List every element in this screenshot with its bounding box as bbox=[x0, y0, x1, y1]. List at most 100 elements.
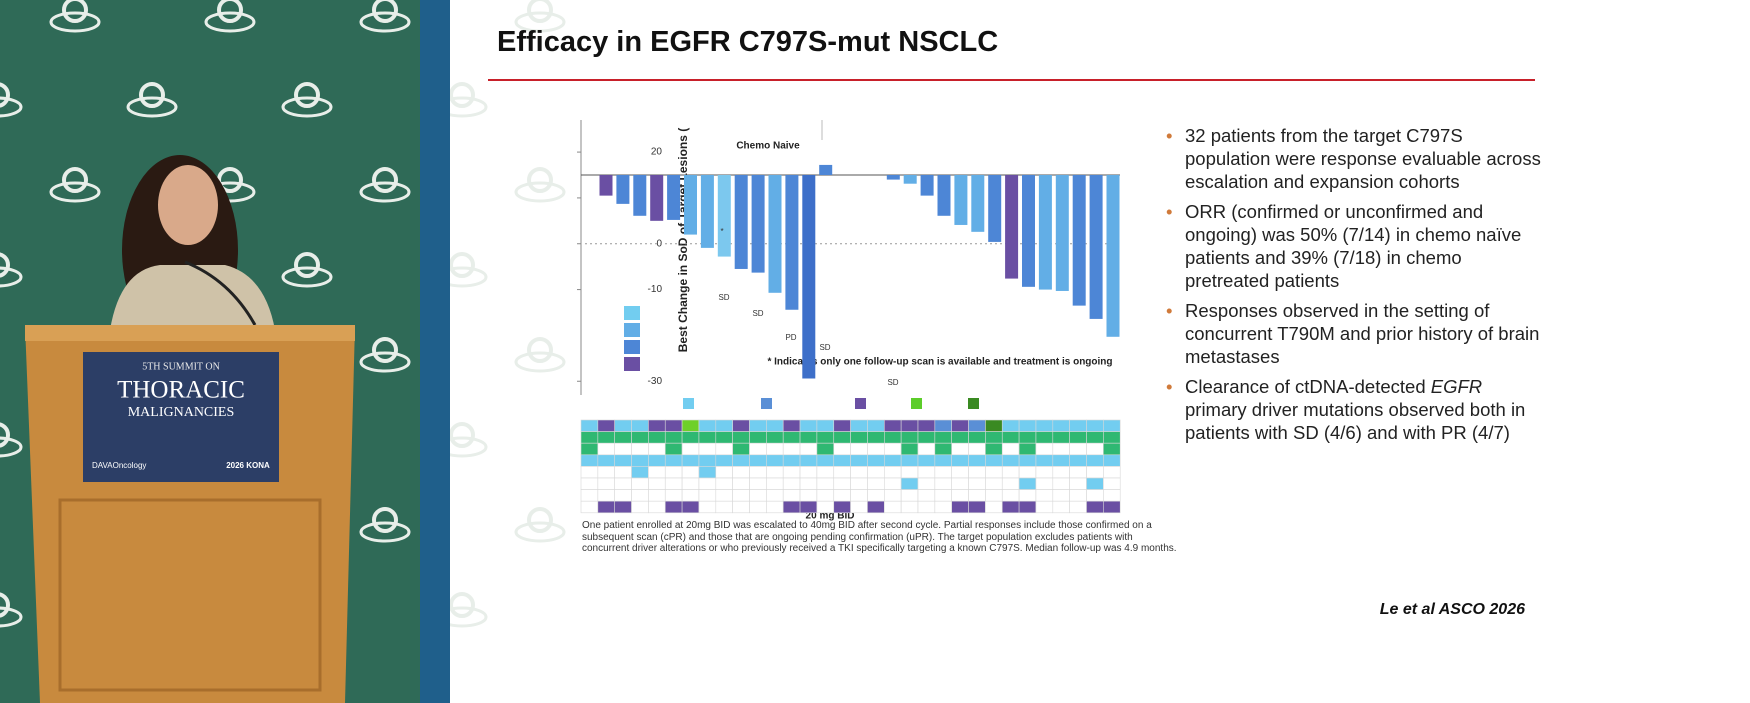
heatmap-cell bbox=[580, 442, 599, 456]
bar bbox=[1106, 175, 1120, 337]
heatmap-cell bbox=[850, 466, 868, 479]
heatmap-cell bbox=[934, 442, 952, 456]
heatmap-cell bbox=[698, 477, 717, 490]
heatmap-cell bbox=[664, 489, 683, 502]
bar bbox=[633, 175, 647, 216]
heatmap-cell bbox=[1035, 454, 1054, 467]
heatmap-cell bbox=[917, 500, 936, 514]
heatmap-cell bbox=[732, 442, 750, 456]
bar bbox=[1005, 175, 1019, 279]
heatmap-cell bbox=[1069, 500, 1087, 514]
heatmap-cell bbox=[1086, 454, 1104, 467]
heatmap-cell bbox=[816, 500, 835, 514]
heatmap-cell bbox=[968, 466, 986, 479]
heatmap-cell bbox=[1052, 442, 1070, 456]
heatmap-cell bbox=[1069, 466, 1087, 479]
logo-mark bbox=[527, 0, 553, 23]
heatmap-cell bbox=[597, 442, 615, 456]
heatmap-cell bbox=[1052, 419, 1070, 432]
sign-text: MALIGNANCIES bbox=[128, 405, 235, 420]
bar bbox=[937, 175, 951, 216]
heatmap-cell bbox=[681, 419, 700, 432]
heatmap-cell bbox=[1001, 466, 1020, 479]
heatmap-cell bbox=[917, 454, 936, 467]
logo-mark bbox=[449, 422, 475, 448]
legend-swatch bbox=[624, 357, 640, 371]
heatmap-cell bbox=[883, 431, 902, 444]
heatmap-cell bbox=[648, 419, 666, 432]
heatmap-cell bbox=[867, 454, 885, 467]
heatmap-cell bbox=[934, 477, 952, 490]
heatmap-cell bbox=[1035, 489, 1054, 502]
heatmap-cell bbox=[900, 489, 919, 502]
heatmap-cell bbox=[968, 489, 986, 502]
heatmap-cell bbox=[968, 477, 986, 490]
heatmap-cell bbox=[749, 419, 767, 432]
logo-mark bbox=[49, 11, 101, 33]
heatmap-cell bbox=[1103, 489, 1121, 502]
marker bbox=[968, 398, 979, 409]
logo-mark bbox=[294, 252, 320, 278]
heatmap-cell bbox=[681, 442, 700, 456]
heatmap-cell bbox=[799, 431, 818, 444]
heatmap-cell bbox=[766, 454, 784, 467]
bullet-list: 32 patients from the target C797S popula… bbox=[1166, 124, 1541, 451]
logo-mark bbox=[217, 0, 243, 23]
logo-mark bbox=[0, 436, 23, 458]
heatmap-cell bbox=[1018, 500, 1037, 514]
heatmap-cell bbox=[614, 466, 632, 479]
heatmap-cell bbox=[681, 489, 700, 502]
bar bbox=[1055, 175, 1069, 291]
heatmap-cell bbox=[1086, 442, 1104, 456]
podium-top bbox=[25, 325, 355, 341]
heatmap-cell bbox=[900, 431, 919, 444]
heatmap-cell bbox=[1001, 500, 1020, 514]
heatmap-cell bbox=[900, 477, 919, 490]
heatmap-cell bbox=[833, 466, 851, 479]
heatmap-cell bbox=[985, 431, 1003, 444]
heatmap-cell bbox=[782, 466, 801, 479]
heatmap-cell bbox=[614, 477, 632, 490]
logo-mark bbox=[294, 82, 320, 108]
legend-swatch bbox=[624, 306, 640, 320]
heatmap-cell bbox=[715, 454, 733, 467]
heatmap-cell bbox=[867, 419, 885, 432]
heatmap-cell bbox=[664, 431, 683, 444]
heatmap-cell bbox=[766, 466, 784, 479]
heatmap-cell bbox=[816, 477, 835, 490]
heatmap-cell bbox=[900, 466, 919, 479]
heatmap-cell bbox=[968, 500, 986, 514]
logo-mark bbox=[372, 337, 398, 363]
bullet: Clearance of ctDNA-detected EGFR primary… bbox=[1166, 375, 1541, 444]
heatmap-cell bbox=[799, 466, 818, 479]
heatmap-cell bbox=[631, 431, 649, 444]
bullet-text: Responses observed in the setting of con… bbox=[1185, 300, 1540, 367]
annotation: SD bbox=[887, 378, 898, 387]
y-tick-label: -10 bbox=[648, 284, 663, 295]
heatmap-cell bbox=[985, 500, 1003, 514]
heatmap-cell bbox=[833, 419, 851, 432]
sign-text: THORACIC bbox=[117, 377, 245, 404]
heatmap-cell bbox=[1052, 454, 1070, 467]
slide-title: Efficacy in EGFR C797S-mut NSCLC bbox=[497, 26, 999, 58]
heatmap-cell bbox=[934, 419, 952, 432]
x-axis-label: 20 mg BID bbox=[806, 511, 855, 522]
bullet-text: Clearance of ctDNA-detected bbox=[1185, 376, 1431, 397]
heatmap-cell bbox=[985, 477, 1003, 490]
heatmap-cell bbox=[816, 489, 835, 502]
heatmap-cell bbox=[1086, 466, 1104, 479]
heatmap-cell bbox=[597, 419, 615, 432]
heatmap-cell bbox=[698, 454, 717, 467]
bar bbox=[599, 175, 613, 196]
heatmap-cell bbox=[867, 431, 885, 444]
heatmap-cell bbox=[1001, 489, 1020, 502]
heatmap-cell bbox=[614, 431, 632, 444]
bar bbox=[920, 175, 934, 196]
caption: One patient enrolled at 20mg BID was esc… bbox=[582, 520, 1177, 554]
logo-mark bbox=[0, 422, 10, 448]
logo-mark bbox=[372, 507, 398, 533]
heatmap-cell bbox=[985, 419, 1003, 432]
bar bbox=[650, 175, 664, 221]
heatmap-cell bbox=[749, 442, 767, 456]
heatmap-cell bbox=[580, 466, 599, 479]
